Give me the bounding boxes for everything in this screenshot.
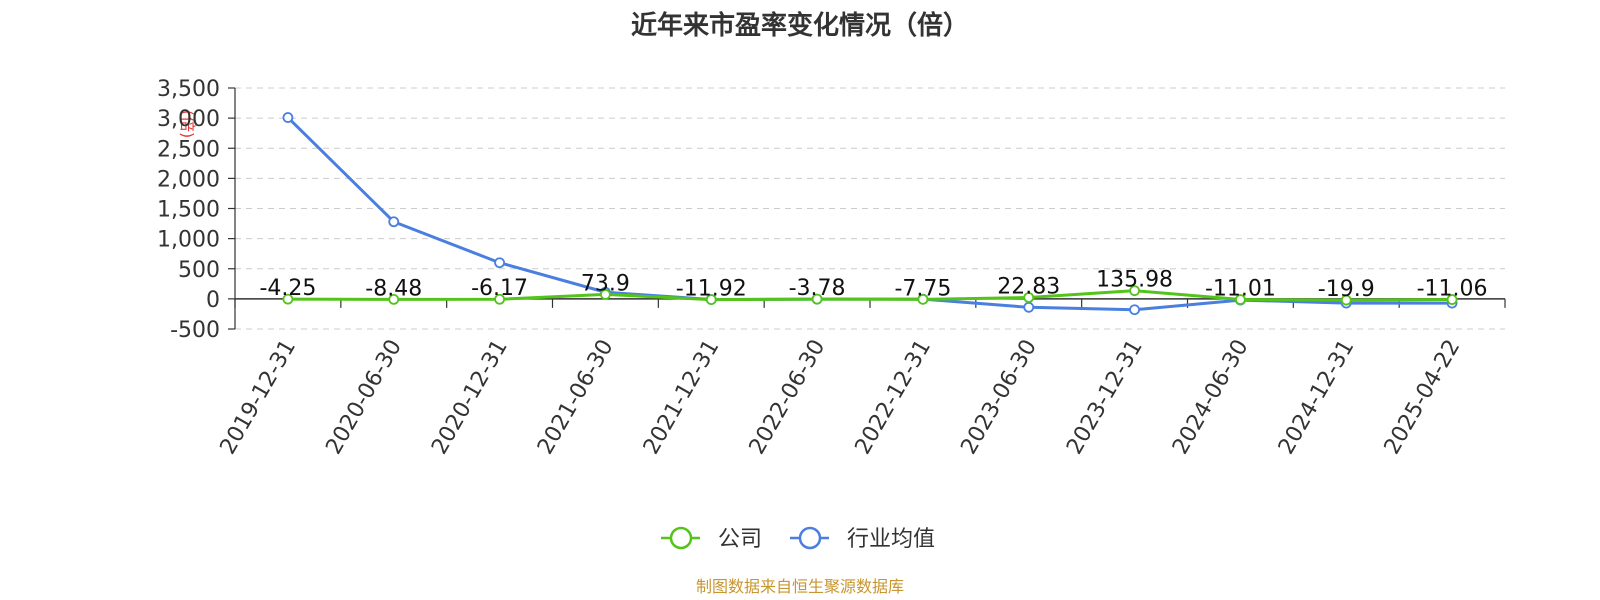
x-tick-label: 2020-06-30: [321, 336, 407, 459]
data-point-company[interactable]: [494, 293, 505, 305]
data-label-company: -19.9: [1318, 277, 1375, 302]
data-point-industry-avg[interactable]: [1129, 304, 1140, 316]
y-tick-label: 500: [178, 258, 220, 283]
data-label-company: -6.17: [471, 276, 528, 301]
data-point-company[interactable]: [1446, 294, 1458, 305]
axes: -500 0 500 1,000 1,500 2,000 2,500 3,000 3,500 20…: [157, 77, 1506, 459]
grid-lines: [235, 87, 1505, 330]
data-source-note: 制图数据来自恒生聚源数据库: [696, 577, 904, 596]
data-point-company[interactable]: [811, 293, 823, 305]
data-point-company[interactable]: [1129, 285, 1140, 297]
x-tick-label: 2023-06-30: [956, 336, 1042, 459]
data-point-company[interactable]: [600, 289, 611, 300]
data-label-company: -3.78: [789, 276, 846, 301]
x-tick-label: 2021-12-31: [639, 336, 725, 459]
data-label-company: -4.25: [259, 276, 316, 301]
data-point-company[interactable]: [282, 293, 294, 305]
y-tick-label: -500: [170, 318, 220, 343]
data-label-company: -11.01: [1205, 277, 1276, 302]
y-tick-label: 0: [206, 288, 220, 313]
x-tick-label: 2019-12-31: [216, 336, 302, 459]
y-tick-label: 3,500: [157, 77, 220, 102]
data-point-company[interactable]: [1340, 294, 1352, 306]
x-tick-label: 2023-12-31: [1062, 336, 1148, 459]
data-label-company: -8.48: [365, 276, 422, 301]
y-tick-label: 3,000: [157, 107, 220, 132]
x-tick-label: 2020-12-31: [427, 336, 513, 459]
data-label-company: -11.92: [676, 277, 747, 302]
data-point-company[interactable]: [705, 294, 717, 305]
data-labels: -4.25 -8.48 -6.17 73.9 -11.92 -3.78 -7.75 22.83…: [259, 268, 1487, 302]
legend-item-company[interactable]: 公司: [661, 526, 762, 552]
data-point-company[interactable]: [1235, 294, 1246, 305]
legend-company-marker: [669, 526, 693, 550]
y-axis-unit-label: (倍): [178, 110, 197, 139]
legend-industry-label: 行业均值: [847, 527, 935, 552]
data-label-company: -7.75: [894, 276, 951, 301]
y-tick-label: 1,000: [157, 228, 220, 253]
data-label-company: 135.98: [1096, 268, 1173, 293]
legend-item-industry-avg[interactable]: 行业均值: [790, 526, 935, 552]
legend[interactable]: 公司 行业均值: [661, 526, 935, 552]
data-point-company[interactable]: [917, 293, 929, 305]
chart-title: 近年来市盈率变化情况（倍）: [631, 10, 969, 41]
x-tick-label: 2022-12-31: [851, 336, 937, 459]
x-tick-label: 2025-04-22: [1380, 336, 1466, 459]
data-label-company: 73.9: [581, 271, 630, 296]
x-tick-label: 2024-12-31: [1274, 336, 1360, 459]
series-line-company: [286, 289, 1454, 302]
legend-company-label: 公司: [718, 527, 762, 552]
data-point-industry-avg[interactable]: [282, 112, 294, 123]
data-point-company[interactable]: [388, 293, 400, 305]
series-lines: [282, 112, 1458, 316]
legend-industry-marker: [798, 526, 822, 550]
y-tick-label: 2,000: [157, 167, 220, 192]
data-point-industry-avg[interactable]: [494, 257, 505, 269]
x-tick-label: 2024-06-30: [1168, 336, 1254, 459]
y-tick-label: 2,500: [157, 137, 220, 162]
series-line-industry-avg: [286, 116, 1454, 312]
y-tick-label: 1,500: [157, 198, 220, 223]
data-point-industry-avg[interactable]: [388, 216, 400, 228]
data-point-industry-avg[interactable]: [1023, 301, 1035, 313]
x-tick-label: 2021-06-30: [533, 336, 619, 459]
data-label-company: -11.06: [1417, 277, 1488, 302]
data-label-company: 22.83: [997, 274, 1060, 299]
x-tick-label: 2022-06-30: [745, 336, 831, 459]
data-point-company[interactable]: [1023, 292, 1035, 303]
